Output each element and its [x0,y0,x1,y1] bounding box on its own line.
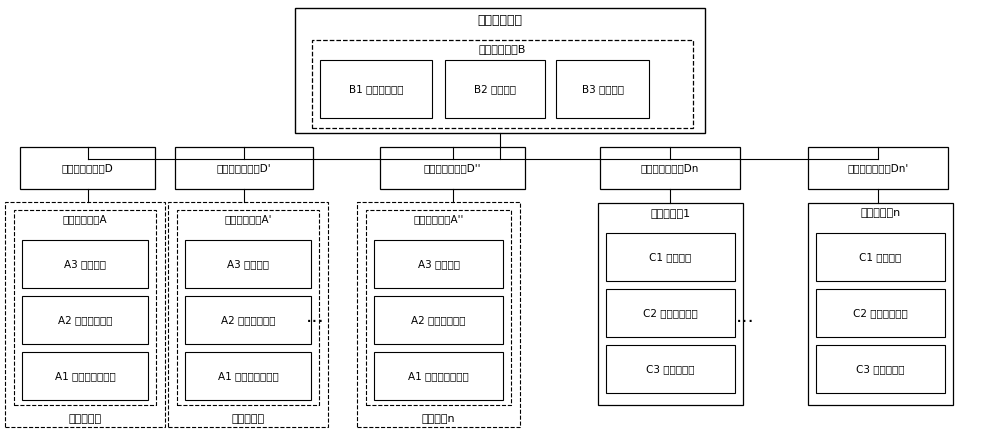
Bar [816,233,945,281]
Text: C3 充放电模块: C3 充放电模块 [646,364,695,374]
Text: A3 通信模块: A3 通信模块 [227,259,269,269]
Bar [606,233,735,281]
Text: 双向充放电装置D'': 双向充放电装置D'' [424,163,481,173]
Bar [22,240,148,288]
Text: A2 人机交互模块: A2 人机交互模块 [58,315,112,325]
Text: 电动汽车二: 电动汽车二 [231,414,265,424]
Text: 车载智能终端A': 车载智能终端A' [224,214,272,224]
Bar [374,352,503,400]
Text: A2 人机交互模块: A2 人机交互模块 [411,315,466,325]
Bar [20,147,155,189]
Text: C2 移动控制模块: C2 移动控制模块 [643,308,698,318]
Text: A3 通信模块: A3 通信模块 [64,259,106,269]
Bar [175,147,313,189]
Bar [380,147,525,189]
Bar [14,210,156,405]
Bar [606,289,735,337]
Text: ···: ··· [736,312,754,332]
Text: B1 电量预测模块: B1 电量预测模块 [349,84,403,94]
Text: 电动汽车一: 电动汽车一 [68,414,102,424]
Text: 能量调度模块B: 能量调度模块B [479,44,526,54]
Text: C2 移动控制模块: C2 移动控制模块 [853,308,908,318]
Text: A3 通信模块: A3 通信模块 [418,259,460,269]
Bar [374,240,503,288]
Text: 车载智能终端A: 车载智能终端A [63,214,107,224]
Bar [320,60,432,118]
Text: C3 充放电模块: C3 充放电模块 [856,364,905,374]
Bar [5,202,165,427]
Text: 微网控制中心: 微网控制中心 [478,14,522,27]
Bar [357,202,520,427]
Text: B2 博弈模块: B2 博弈模块 [474,84,516,94]
Text: ···: ··· [306,312,324,332]
Bar [185,296,311,344]
Bar [606,345,735,393]
Bar [816,345,945,393]
Bar [445,60,545,118]
Bar [22,296,148,344]
Text: 车载智能终端A'': 车载智能终端A'' [413,214,464,224]
Text: 双向充放电装置D': 双向充放电装置D' [217,163,271,173]
Text: 电动汽车n: 电动汽车n [422,414,455,424]
Text: 双向充放电装置Dn: 双向充放电装置Dn [641,163,699,173]
Bar [366,210,511,405]
Bar [168,202,328,427]
Bar [556,60,649,118]
Text: B3 通信模块: B3 通信模块 [582,84,624,94]
Text: 双向充放电装置Dn': 双向充放电装置Dn' [847,163,909,173]
Bar [808,147,948,189]
Text: A1 充放电控制模块: A1 充放电控制模块 [55,371,115,381]
Bar [22,352,148,400]
Bar [374,296,503,344]
Text: A1 充放电控制模块: A1 充放电控制模块 [218,371,278,381]
Text: 电动应援车n: 电动应援车n [860,208,901,218]
Bar [185,240,311,288]
Text: 双向充放电装置D: 双向充放电装置D [62,163,113,173]
Text: C1 通信模块: C1 通信模块 [859,252,902,262]
Text: 电动应援车1: 电动应援车1 [650,208,691,218]
Text: A2 人机交互模块: A2 人机交互模块 [221,315,275,325]
Bar [598,203,743,405]
Bar [177,210,319,405]
Text: A1 充放电控制模块: A1 充放电控制模块 [408,371,469,381]
Bar [295,8,705,133]
Bar [600,147,740,189]
Bar [312,40,693,128]
Text: C1 通信模块: C1 通信模块 [649,252,692,262]
Bar [185,352,311,400]
Bar [808,203,953,405]
Bar [816,289,945,337]
